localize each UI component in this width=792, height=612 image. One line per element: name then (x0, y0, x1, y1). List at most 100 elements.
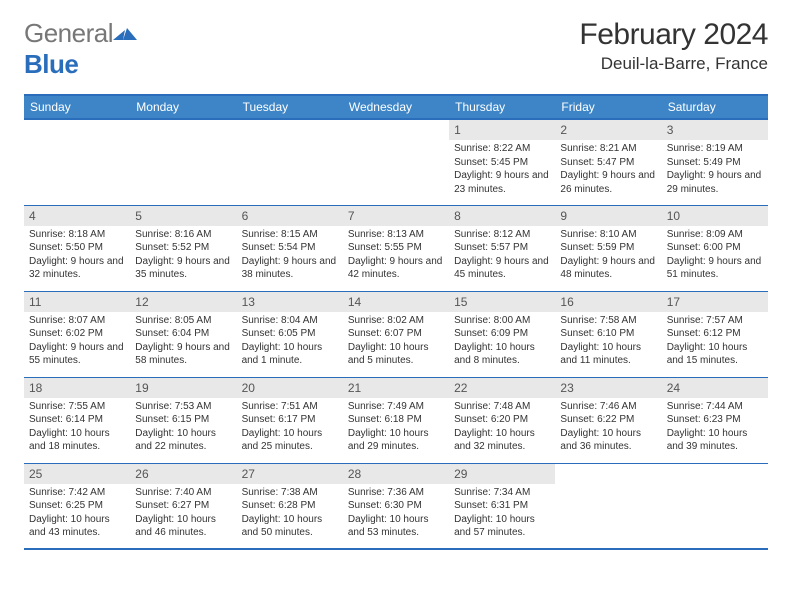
calendar-cell (662, 463, 768, 549)
calendar-cell: 17Sunrise: 7:57 AMSunset: 6:12 PMDayligh… (662, 291, 768, 377)
calendar-cell: 28Sunrise: 7:36 AMSunset: 6:30 PMDayligh… (343, 463, 449, 549)
day-number: 24 (662, 378, 768, 398)
calendar-cell: 5Sunrise: 8:16 AMSunset: 5:52 PMDaylight… (130, 205, 236, 291)
day-header: Monday (130, 95, 236, 119)
sunrise-text: Sunrise: 7:58 AM (560, 314, 656, 328)
calendar-cell: 24Sunrise: 7:44 AMSunset: 6:23 PMDayligh… (662, 377, 768, 463)
sunrise-text: Sunrise: 8:09 AM (667, 228, 763, 242)
daylight-text: Daylight: 10 hours and 29 minutes. (348, 427, 444, 454)
calendar-cell: 27Sunrise: 7:38 AMSunset: 6:28 PMDayligh… (237, 463, 343, 549)
sunset-text: Sunset: 6:05 PM (242, 327, 338, 341)
daylight-text: Daylight: 10 hours and 50 minutes. (242, 513, 338, 540)
calendar-cell: 19Sunrise: 7:53 AMSunset: 6:15 PMDayligh… (130, 377, 236, 463)
daylight-text: Daylight: 9 hours and 35 minutes. (135, 255, 231, 282)
sunset-text: Sunset: 6:28 PM (242, 499, 338, 513)
day-number: 1 (449, 120, 555, 140)
sunrise-text: Sunrise: 8:12 AM (454, 228, 550, 242)
sunrise-text: Sunrise: 7:53 AM (135, 400, 231, 414)
day-header: Sunday (24, 95, 130, 119)
daylight-text: Daylight: 10 hours and 39 minutes. (667, 427, 763, 454)
sunset-text: Sunset: 6:15 PM (135, 413, 231, 427)
sunset-text: Sunset: 5:59 PM (560, 241, 656, 255)
day-number: 7 (343, 206, 449, 226)
calendar-cell (555, 463, 661, 549)
sunrise-text: Sunrise: 7:49 AM (348, 400, 444, 414)
daylight-text: Daylight: 10 hours and 5 minutes. (348, 341, 444, 368)
daylight-text: Daylight: 9 hours and 38 minutes. (242, 255, 338, 282)
daylight-text: Daylight: 9 hours and 58 minutes. (135, 341, 231, 368)
sunset-text: Sunset: 5:47 PM (560, 156, 656, 170)
cell-body: Sunrise: 8:09 AMSunset: 6:00 PMDaylight:… (662, 228, 768, 285)
sunset-text: Sunset: 6:07 PM (348, 327, 444, 341)
sunrise-text: Sunrise: 7:40 AM (135, 486, 231, 500)
sunrise-text: Sunrise: 8:18 AM (29, 228, 125, 242)
sunset-text: Sunset: 5:50 PM (29, 241, 125, 255)
month-title: February 2024 (579, 18, 768, 52)
cell-body: Sunrise: 8:04 AMSunset: 6:05 PMDaylight:… (237, 314, 343, 371)
sunset-text: Sunset: 6:20 PM (454, 413, 550, 427)
day-number: 16 (555, 292, 661, 312)
day-number: 22 (449, 378, 555, 398)
sunrise-text: Sunrise: 8:10 AM (560, 228, 656, 242)
sunrise-text: Sunrise: 8:16 AM (135, 228, 231, 242)
calendar-cell: 26Sunrise: 7:40 AMSunset: 6:27 PMDayligh… (130, 463, 236, 549)
daylight-text: Daylight: 10 hours and 11 minutes. (560, 341, 656, 368)
day-number: 14 (343, 292, 449, 312)
day-number (237, 120, 343, 124)
day-number: 23 (555, 378, 661, 398)
cell-body: Sunrise: 7:48 AMSunset: 6:20 PMDaylight:… (449, 400, 555, 457)
sunrise-text: Sunrise: 7:42 AM (29, 486, 125, 500)
day-header: Friday (555, 95, 661, 119)
sunset-text: Sunset: 6:00 PM (667, 241, 763, 255)
cell-body: Sunrise: 7:44 AMSunset: 6:23 PMDaylight:… (662, 400, 768, 457)
daylight-text: Daylight: 10 hours and 18 minutes. (29, 427, 125, 454)
day-number: 19 (130, 378, 236, 398)
sunset-text: Sunset: 6:02 PM (29, 327, 125, 341)
sunset-text: Sunset: 6:31 PM (454, 499, 550, 513)
cell-body: Sunrise: 7:42 AMSunset: 6:25 PMDaylight:… (24, 486, 130, 543)
sunset-text: Sunset: 6:04 PM (135, 327, 231, 341)
cell-body: Sunrise: 7:38 AMSunset: 6:28 PMDaylight:… (237, 486, 343, 543)
day-number: 5 (130, 206, 236, 226)
day-number: 29 (449, 464, 555, 484)
daylight-text: Daylight: 10 hours and 22 minutes. (135, 427, 231, 454)
cell-body: Sunrise: 8:19 AMSunset: 5:49 PMDaylight:… (662, 142, 768, 199)
sunrise-text: Sunrise: 8:07 AM (29, 314, 125, 328)
day-header: Wednesday (343, 95, 449, 119)
day-number: 18 (24, 378, 130, 398)
sunset-text: Sunset: 6:25 PM (29, 499, 125, 513)
calendar-cell: 4Sunrise: 8:18 AMSunset: 5:50 PMDaylight… (24, 205, 130, 291)
daylight-text: Daylight: 10 hours and 53 minutes. (348, 513, 444, 540)
calendar-cell: 25Sunrise: 7:42 AMSunset: 6:25 PMDayligh… (24, 463, 130, 549)
calendar-cell: 11Sunrise: 8:07 AMSunset: 6:02 PMDayligh… (24, 291, 130, 377)
brand-gray: General (24, 18, 113, 48)
sunset-text: Sunset: 6:23 PM (667, 413, 763, 427)
daylight-text: Daylight: 10 hours and 43 minutes. (29, 513, 125, 540)
daylight-text: Daylight: 10 hours and 15 minutes. (667, 341, 763, 368)
sunrise-text: Sunrise: 7:48 AM (454, 400, 550, 414)
sunset-text: Sunset: 6:14 PM (29, 413, 125, 427)
day-header: Saturday (662, 95, 768, 119)
sunset-text: Sunset: 5:54 PM (242, 241, 338, 255)
daylight-text: Daylight: 9 hours and 51 minutes. (667, 255, 763, 282)
day-number: 12 (130, 292, 236, 312)
calendar-week: 25Sunrise: 7:42 AMSunset: 6:25 PMDayligh… (24, 463, 768, 549)
sunset-text: Sunset: 6:18 PM (348, 413, 444, 427)
calendar-cell: 2Sunrise: 8:21 AMSunset: 5:47 PMDaylight… (555, 119, 661, 205)
cell-body: Sunrise: 7:53 AMSunset: 6:15 PMDaylight:… (130, 400, 236, 457)
day-number (343, 120, 449, 124)
daylight-text: Daylight: 9 hours and 23 minutes. (454, 169, 550, 196)
day-header: Tuesday (237, 95, 343, 119)
sunrise-text: Sunrise: 7:34 AM (454, 486, 550, 500)
calendar-cell (237, 119, 343, 205)
day-number (555, 464, 661, 468)
calendar-cell (130, 119, 236, 205)
daylight-text: Daylight: 9 hours and 32 minutes. (29, 255, 125, 282)
sunrise-text: Sunrise: 8:04 AM (242, 314, 338, 328)
day-number (24, 120, 130, 124)
calendar-cell: 6Sunrise: 8:15 AMSunset: 5:54 PMDaylight… (237, 205, 343, 291)
daylight-text: Daylight: 9 hours and 42 minutes. (348, 255, 444, 282)
calendar-cell: 13Sunrise: 8:04 AMSunset: 6:05 PMDayligh… (237, 291, 343, 377)
day-number (662, 464, 768, 468)
sunset-text: Sunset: 6:10 PM (560, 327, 656, 341)
